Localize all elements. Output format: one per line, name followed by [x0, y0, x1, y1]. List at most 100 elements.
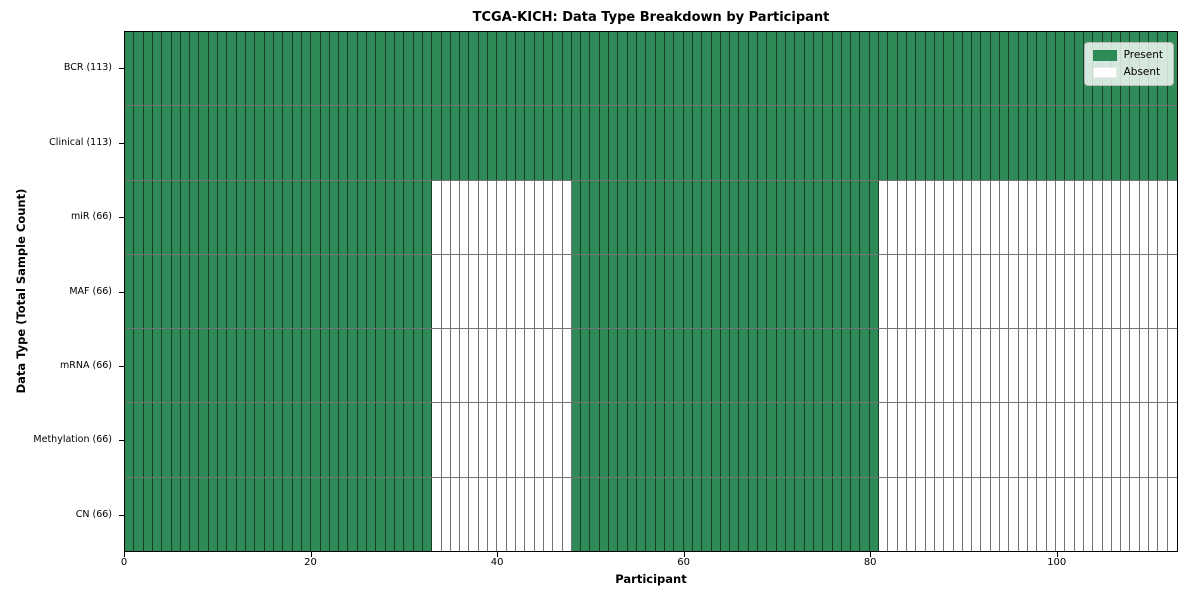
heatmap-cell: [683, 403, 693, 477]
heatmap-cell: [190, 477, 200, 551]
heatmap-cell: [581, 254, 591, 329]
chart-title: TCGA-KICH: Data Type Breakdown by Partic…: [472, 10, 830, 25]
x-tick-mark: [684, 552, 685, 557]
heatmap-cell: [692, 180, 703, 254]
heatmap-cell: [925, 32, 935, 106]
heatmap-cell: [1065, 106, 1075, 180]
heatmap-cell: [813, 403, 824, 477]
heatmap-cell: [795, 180, 805, 254]
heatmap-cell: [162, 477, 172, 551]
heatmap-cell: [460, 403, 470, 477]
heatmap-cell: [292, 477, 302, 551]
heatmap-cell: [478, 180, 489, 254]
heatmap-cell: [422, 180, 433, 254]
legend-item-present: Present: [1092, 50, 1163, 61]
heatmap-cell: [143, 32, 153, 106]
heatmap-cell: [255, 106, 265, 180]
heatmap-cell: [553, 180, 563, 254]
heatmap-cell: [730, 180, 740, 254]
heatmap-cell: [1055, 180, 1066, 254]
heatmap-row: [125, 254, 1177, 330]
heatmap-cell: [348, 477, 358, 551]
heatmap-cell: [301, 32, 312, 106]
heatmap-cell: [674, 477, 684, 551]
heatmap-cell: [1139, 477, 1150, 551]
heatmap-cell: [450, 32, 461, 106]
heatmap-cell: [590, 329, 600, 403]
heatmap-cell: [823, 329, 833, 403]
heatmap-cell: [953, 477, 963, 551]
heatmap-cell: [478, 477, 489, 551]
heatmap-cell: [450, 106, 461, 180]
heatmap-cell: [590, 180, 600, 254]
heatmap-cell: [972, 329, 982, 403]
heatmap-cell: [320, 403, 330, 477]
heatmap-cell: [692, 106, 703, 180]
heatmap-cell: [1093, 403, 1103, 477]
heatmap-cell: [1000, 403, 1010, 477]
heatmap-cell: [674, 403, 684, 477]
heatmap-cell: [739, 180, 749, 254]
heatmap-cell: [450, 254, 461, 329]
heatmap-row: [125, 32, 1177, 107]
heatmap-cell: [292, 180, 302, 254]
heatmap-cell: [972, 477, 982, 551]
heatmap-cell: [785, 477, 796, 551]
heatmap-cell: [1065, 180, 1075, 254]
heatmap-cell: [851, 329, 861, 403]
heatmap-cell: [739, 32, 749, 106]
heatmap-cell: [562, 254, 572, 329]
heatmap-cell: [125, 180, 135, 254]
heatmap-cell: [776, 403, 786, 477]
heatmap-cell: [1055, 403, 1066, 477]
heatmap-cell: [702, 329, 712, 403]
heatmap-cell: [190, 32, 200, 106]
heatmap-cell: [841, 403, 852, 477]
heatmap-cell: [832, 106, 842, 180]
heatmap-cell: [329, 254, 340, 329]
heatmap-cell: [627, 254, 638, 329]
heatmap-cell: [385, 106, 395, 180]
heatmap-cell: [478, 329, 489, 403]
heatmap-cell: [497, 254, 507, 329]
heatmap-cell: [655, 254, 665, 329]
heatmap-cell: [218, 180, 228, 254]
heatmap-cell: [404, 106, 414, 180]
heatmap-cell: [683, 329, 693, 403]
heatmap-cell: [990, 329, 1001, 403]
heatmap-cell: [339, 403, 349, 477]
heatmap-cell: [292, 106, 302, 180]
heatmap-cell: [553, 329, 563, 403]
heatmap-cell: [460, 477, 470, 551]
heatmap-cell: [180, 180, 191, 254]
heatmap-cell: [264, 106, 274, 180]
heatmap-cell: [897, 477, 908, 551]
heatmap-cell: [273, 32, 284, 106]
heatmap-cell: [385, 403, 395, 477]
heatmap-cell: [813, 32, 824, 106]
heatmap-cell: [432, 403, 442, 477]
heatmap-cell: [339, 254, 349, 329]
heatmap-cell: [962, 477, 973, 551]
x-tick-label: 80: [863, 557, 877, 568]
heatmap-cell: [711, 329, 721, 403]
heatmap-cell: [1093, 477, 1103, 551]
heatmap-cell: [525, 180, 535, 254]
y-tick-mark: [119, 440, 124, 441]
heatmap-cell: [516, 180, 526, 254]
heatmap-cell: [1158, 254, 1168, 329]
heatmap-cell: [1139, 106, 1150, 180]
heatmap-cell: [1121, 329, 1131, 403]
heatmap-cell: [125, 254, 135, 329]
heatmap-cell: [311, 403, 321, 477]
heatmap-cell: [488, 180, 498, 254]
heatmap-cell: [1000, 329, 1010, 403]
heatmap-cell: [199, 477, 209, 551]
heatmap-cell: [488, 32, 498, 106]
heatmap-cell: [953, 106, 963, 180]
heatmap-cell: [516, 106, 526, 180]
heatmap-cell: [339, 477, 349, 551]
heatmap-cell: [506, 106, 516, 180]
heatmap-cell: [283, 180, 293, 254]
heatmap-cell: [897, 329, 908, 403]
